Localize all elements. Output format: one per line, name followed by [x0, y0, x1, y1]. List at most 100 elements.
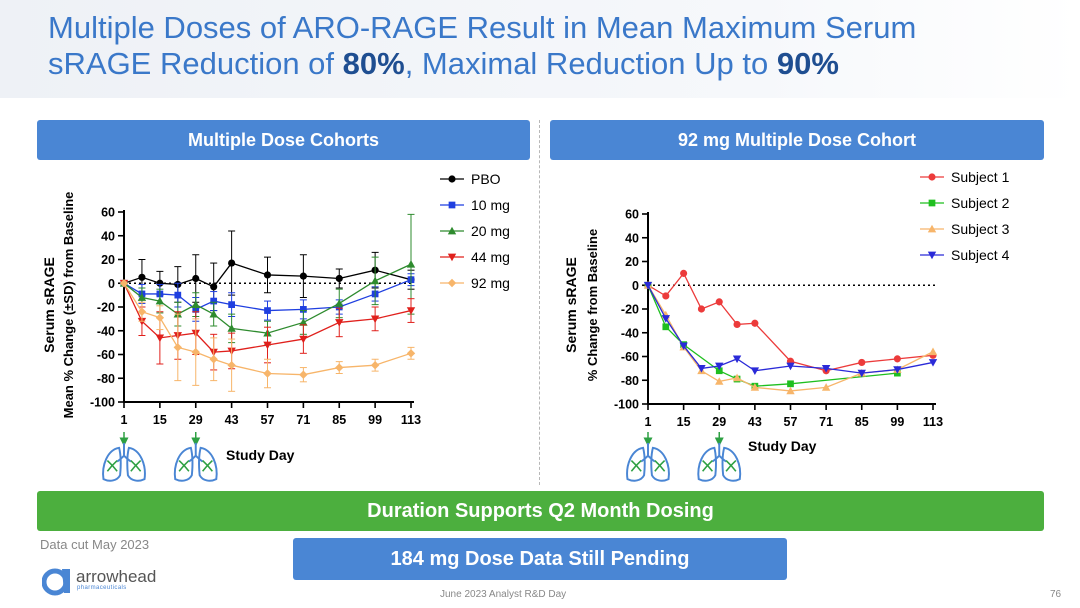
left-data-point: [209, 355, 218, 364]
right-data-point: [857, 369, 866, 378]
left-data-point: [138, 273, 146, 281]
right-legend-marker: [927, 251, 937, 260]
right-data-point: [697, 365, 706, 373]
left-data-point: [156, 279, 164, 287]
right-data-point: [661, 315, 671, 323]
left-x-tick-label: 57: [261, 413, 275, 427]
left-data-point: [209, 309, 218, 318]
right-series-line: [647, 284, 934, 374]
left-y-tick-label: -80: [97, 372, 115, 386]
right-y-tick-label: 0: [632, 279, 639, 293]
company-logo: arrowhead pharmaceuticals: [41, 566, 182, 596]
right-x-tick-label: 113: [923, 415, 943, 429]
left-data-point: [335, 299, 344, 307]
right-ylabel-line2: % Change from Baseline: [585, 229, 600, 381]
left-xlabel: Study Day: [226, 447, 295, 463]
right-data-point: [697, 305, 706, 313]
right-y-tick-label: -80: [621, 374, 639, 388]
right-x-tick-label: 85: [855, 415, 869, 429]
right-y-tick-label: -60: [621, 350, 639, 364]
right-data-point: [751, 319, 759, 327]
right-data-point: [715, 367, 723, 375]
left-ylabel-line2: Mean % Change (±SD) from Baseline: [61, 192, 76, 419]
left-legend-label: 44 mg: [471, 249, 510, 265]
right-data-point: [893, 355, 901, 363]
right-data-point: [715, 377, 724, 385]
title-bold-80: 80%: [342, 46, 405, 81]
header-band: [0, 0, 1080, 98]
right-series-line: [647, 284, 934, 392]
left-legend-marker: [447, 253, 457, 262]
right-x-tick-label: 71: [819, 415, 833, 429]
left-data-point: [137, 307, 147, 316]
title-line1: Multiple Doses of ARO-RAGE Result in Mea…: [48, 10, 917, 45]
right-data-point: [750, 383, 760, 391]
left-x-tick-label: 113: [401, 413, 421, 427]
left-data-point: [300, 306, 307, 313]
lungs-icon: [102, 441, 146, 482]
left-data-point: [406, 349, 416, 358]
right-data-point: [733, 320, 741, 329]
right-x-tick-label: 1: [645, 415, 652, 429]
left-data-point: [335, 363, 344, 372]
lungs-icon: [173, 441, 218, 482]
left-legend-label: 20 mg: [471, 223, 510, 239]
right-y-tick-label: 20: [625, 255, 639, 269]
left-data-point: [370, 276, 380, 285]
data-cut-note: Data cut May 2023: [40, 537, 150, 552]
right-legend-label: Subject 4: [951, 247, 1010, 263]
panel-divider: [539, 120, 540, 485]
right-panel-header: 92 mg Multiple Dose Cohort: [550, 120, 1044, 160]
left-data-point: [210, 283, 218, 291]
left-data-point: [263, 369, 272, 378]
left-ylabel-line1: Serum sRAGE: [41, 257, 57, 353]
right-x-tick-label: 15: [677, 415, 691, 429]
right-legend-label: Subject 2: [951, 195, 1010, 211]
multiple-dose-chart: Serum sRAGE Mean % Change (±SD) from Bas…: [41, 171, 510, 482]
slide-title: Multiple Doses of ARO-RAGE Result in Mea…: [48, 10, 1058, 82]
left-x-tick-label: 71: [296, 413, 310, 427]
right-xlabel: Study Day: [748, 438, 817, 454]
left-data-point: [227, 360, 236, 370]
left-data-point: [227, 324, 236, 332]
left-legend-label: PBO: [471, 171, 501, 187]
left-data-point: [191, 347, 200, 357]
left-data-point: [299, 318, 308, 326]
right-series-line: [647, 272, 934, 372]
right-data-point: [679, 342, 688, 351]
left-data-point: [174, 291, 182, 299]
right-legend-marker: [928, 199, 936, 207]
subject-chart: Serum sRAGE % Change from Baseline Study…: [563, 169, 1010, 482]
right-y-tick-label: -40: [621, 326, 639, 340]
right-data-point: [928, 347, 938, 356]
left-y-tick-label: 40: [101, 229, 115, 243]
left-data-point: [228, 301, 235, 308]
right-data-point: [821, 383, 831, 391]
logo-sub: pharmaceuticals: [77, 585, 127, 591]
right-data-point: [662, 292, 670, 300]
right-legend-label: Subject 3: [951, 221, 1010, 237]
left-data-point: [173, 343, 183, 352]
right-data-point: [715, 298, 723, 306]
left-data-point: [155, 313, 165, 322]
right-x-tick-label: 43: [748, 415, 762, 429]
right-data-point: [821, 365, 831, 373]
right-y-tick-label: -20: [621, 303, 639, 317]
right-data-point: [928, 359, 938, 367]
left-x-tick-label: 85: [332, 413, 346, 427]
right-data-point: [715, 362, 724, 371]
page-number: 76: [1050, 589, 1062, 600]
right-y-tick-label: 60: [625, 208, 639, 222]
right-x-tick-label: 57: [784, 415, 798, 429]
left-y-tick-label: -20: [97, 301, 115, 315]
right-data-point: [732, 355, 742, 364]
left-y-tick-label: 20: [101, 253, 115, 267]
left-y-tick-label: -40: [97, 324, 115, 338]
left-data-point: [228, 259, 236, 267]
right-data-point: [786, 386, 795, 395]
left-data-point: [155, 334, 165, 343]
left-data-point: [119, 279, 129, 288]
left-data-point: [263, 341, 272, 350]
right-data-point: [893, 366, 902, 374]
